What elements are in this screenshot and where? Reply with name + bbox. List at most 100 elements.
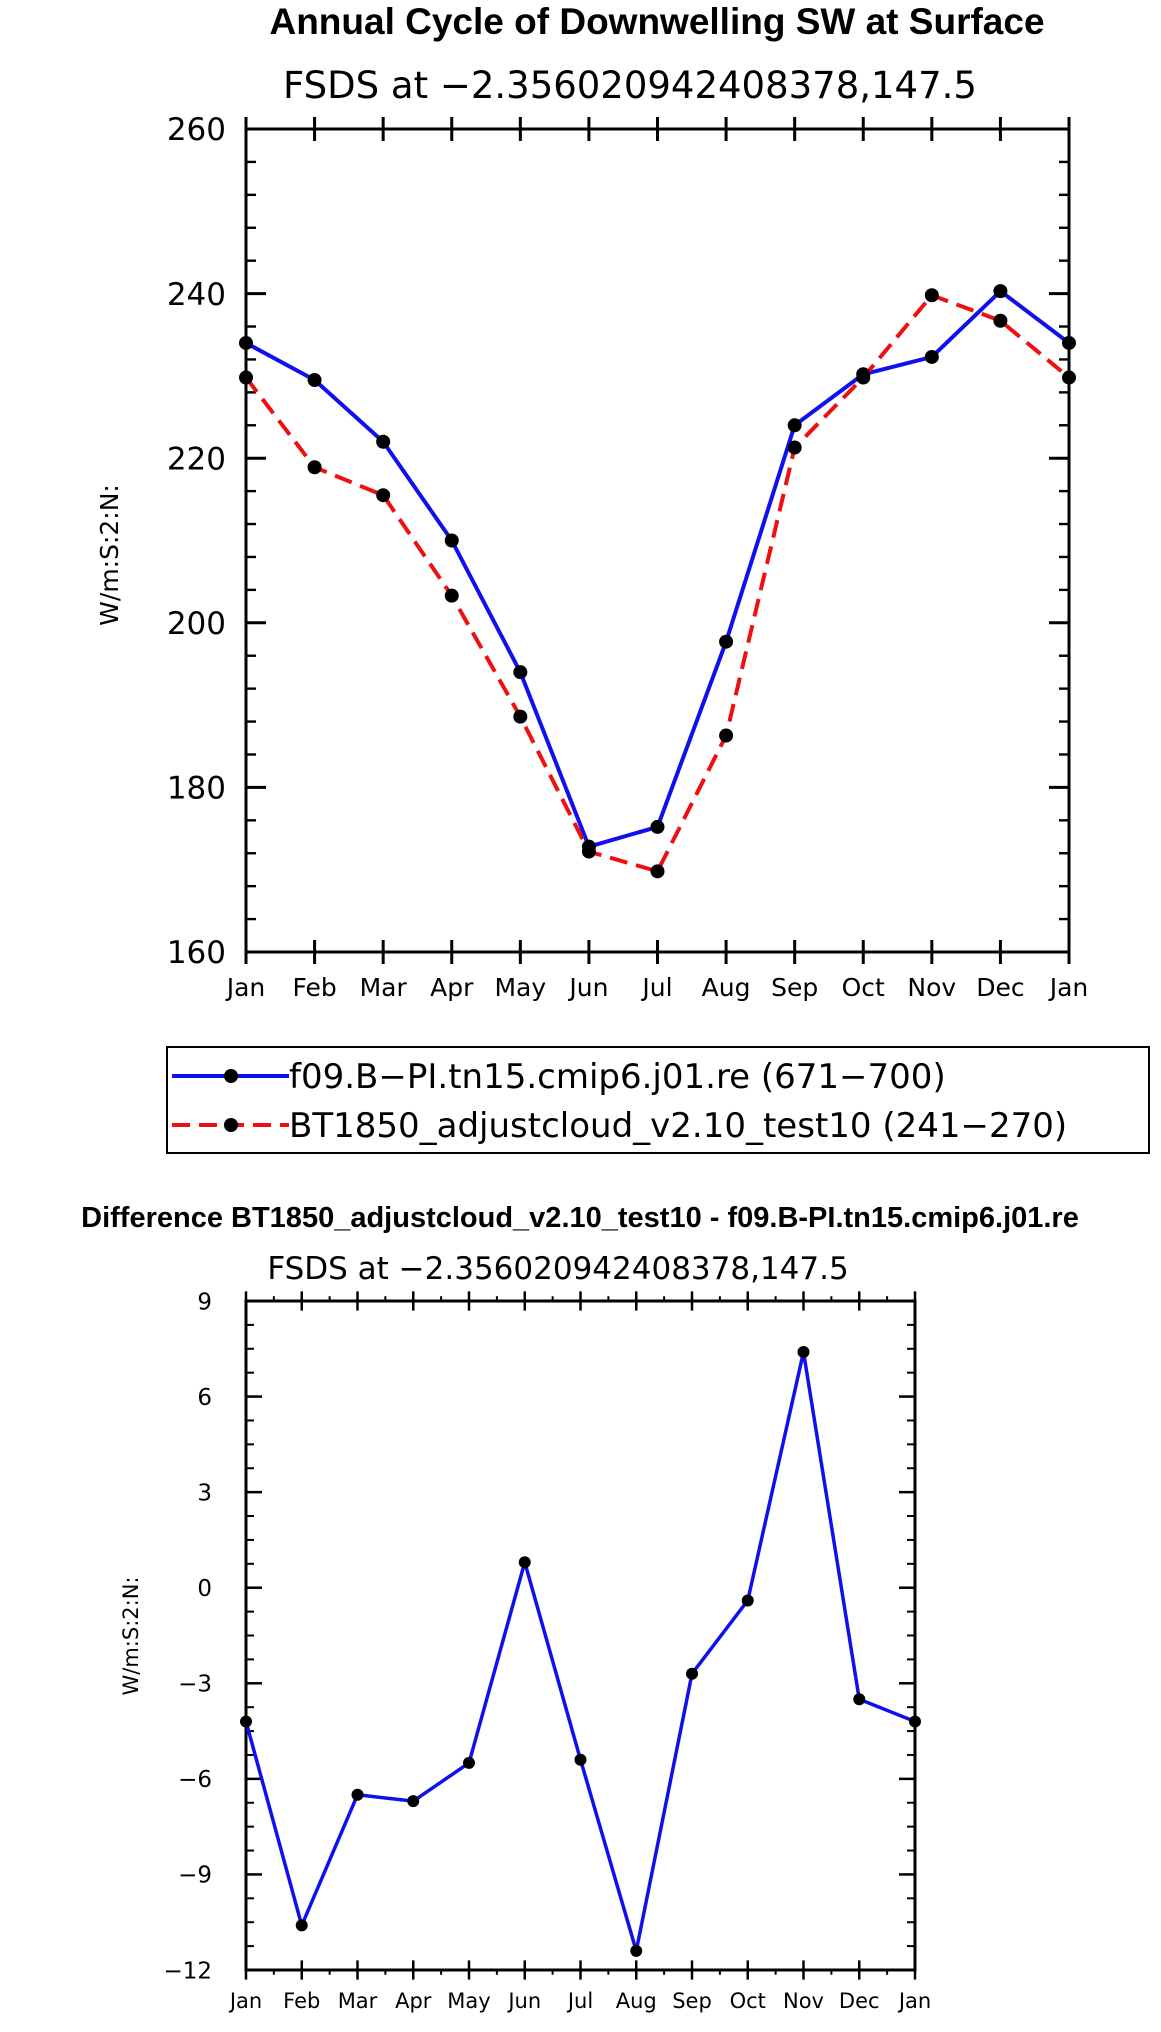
difference-subtitle: FSDS at −2.356020942408378,147.5 (267, 1251, 848, 1287)
data-point-series-2 (513, 709, 528, 724)
data-point-series-2 (856, 370, 871, 385)
y-tick-label: 3 (197, 1480, 212, 1506)
x-tick-label: Dec (839, 1989, 880, 2013)
x-tick-label: Sep (771, 973, 818, 1002)
y-tick-label: 180 (167, 771, 226, 807)
series-line-1 (245, 289, 1071, 849)
series-line-2 (244, 293, 1071, 874)
data-point-series-2 (993, 313, 1008, 328)
data-point-series-1 (518, 1556, 531, 1569)
data-point-series-1 (797, 1345, 810, 1358)
data-point-series-2 (581, 844, 596, 859)
x-tick-label: Jun (567, 973, 608, 1002)
y-tick-label: 0 (197, 1576, 212, 1602)
data-point-series-2 (1062, 370, 1076, 385)
data-point-series-2 (376, 488, 391, 503)
data-point-series-1 (1062, 335, 1076, 350)
data-point-series-1 (376, 434, 391, 449)
y-tick-label: 240 (167, 277, 226, 313)
y-tick-label: 200 (167, 606, 226, 642)
y-tick-label: −12 (163, 1958, 212, 1984)
data-point-series-2 (239, 370, 253, 385)
y-tick-label: 9 (197, 1289, 212, 1315)
x-tick-label: May (447, 1989, 490, 2013)
legend-box (166, 1046, 1150, 1154)
series-layer (239, 284, 1076, 879)
data-point-series-1 (307, 373, 322, 388)
data-point-series-1 (407, 1795, 420, 1808)
chart-subtitle: FSDS at −2.356020942408378,147.5 (283, 64, 977, 107)
data-point-series-2 (924, 288, 939, 303)
y-tick-label: −9 (178, 1863, 212, 1889)
data-point-series-1 (240, 1715, 252, 1728)
y-tick-label: 160 (167, 935, 226, 971)
data-point-series-2 (650, 864, 665, 879)
x-tick-label: Jan (897, 1989, 931, 2013)
x-tick-label: Dec (976, 973, 1024, 1002)
x-tick-label: Mar (338, 1989, 378, 2013)
x-tick-label: Oct (842, 973, 885, 1002)
x-tick-label: Apr (395, 1989, 432, 2013)
legend-marker-red (224, 1118, 238, 1132)
axis-ticks: 160 180 200 220 240 260 Jan Feb Mar Apr May Jun Jul A… (167, 112, 1088, 1002)
y-tick-label: 6 (197, 1385, 212, 1411)
data-point-series-1 (719, 634, 734, 649)
data-point-series-1 (295, 1919, 308, 1932)
data-point-series-1 (513, 665, 528, 680)
x-tick-label: Apr (430, 973, 474, 1002)
difference-plot-frame (244, 1299, 917, 1972)
data-point-series-1 (741, 1594, 754, 1607)
series-line-1 (244, 1350, 916, 1953)
x-tick-label: Sep (672, 1989, 712, 2013)
data-point-series-2 (719, 728, 734, 743)
legend-marker-blue (224, 1069, 238, 1083)
data-point-series-1 (239, 335, 253, 350)
x-tick-label: Jan (225, 973, 266, 1002)
x-tick-label: Mar (360, 973, 408, 1002)
data-point-series-1 (993, 284, 1008, 299)
y-tick-label: 220 (167, 441, 226, 477)
data-point-series-2 (307, 460, 322, 475)
legend-entry-1: f09.B−PI.tn15.cmip6.j01.re (671−700) (289, 1057, 946, 1097)
difference-series-layer (240, 1345, 921, 1957)
data-point-series-2 (444, 588, 459, 603)
data-point-series-2 (787, 440, 802, 455)
x-tick-label: Aug (702, 973, 751, 1002)
x-tick-label: Feb (283, 1989, 320, 2013)
data-point-series-1 (909, 1715, 921, 1728)
difference-title: Difference BT1850_adjustcloud_v2.10_test… (81, 1202, 1079, 1234)
annual-cycle-panel: Annual Cycle of Downwelling SW at Surfac… (95, 1, 1150, 1154)
data-point-series-1 (630, 1944, 643, 1957)
y-tick-label: −6 (178, 1767, 212, 1793)
x-tick-label: Jul (640, 973, 672, 1002)
y-tick-label: 260 (167, 112, 226, 148)
data-point-series-1 (853, 1693, 866, 1706)
data-point-series-1 (787, 418, 802, 433)
legend: f09.B−PI.tn15.cmip6.j01.re (671−700) BT1… (166, 1046, 1150, 1154)
x-tick-label: Jun (506, 1989, 541, 2013)
x-tick-label: May (494, 973, 546, 1002)
x-tick-label: Nov (907, 973, 956, 1002)
legend-entry-2: BT1850_adjustcloud_v2.10_test10 (241−270… (289, 1106, 1067, 1146)
data-point-series-1 (924, 349, 939, 364)
difference-panel: Difference BT1850_adjustcloud_v2.10_test… (81, 1202, 1079, 2013)
x-tick-label: Oct (730, 1989, 766, 2013)
x-tick-label: Jan (228, 1989, 262, 2013)
difference-y-axis-label: W/m:S:2:N: (119, 1577, 143, 1696)
data-point-series-1 (574, 1753, 587, 1766)
difference-axis-ticks: −12 −9 −6 −3 0 3 6 9 Jan Feb Mar Apr May Jun Jul Aug Sep… (163, 1289, 931, 2013)
data-point-series-1 (650, 819, 665, 834)
y-tick-label: −3 (178, 1672, 212, 1698)
x-tick-label: Jul (566, 1989, 593, 2013)
data-point-series-1 (686, 1667, 698, 1680)
y-axis-label: W/m:S:2:N: (95, 484, 124, 626)
x-tick-label: Jan (1048, 973, 1089, 1002)
chart-title: Annual Cycle of Downwelling SW at Surfac… (269, 1, 1044, 42)
x-tick-label: Feb (292, 973, 336, 1002)
data-point-series-1 (351, 1788, 364, 1801)
x-tick-label: Nov (783, 1989, 824, 2013)
data-point-series-1 (444, 533, 459, 548)
data-point-series-1 (463, 1756, 475, 1769)
x-tick-label: Aug (616, 1989, 657, 2013)
